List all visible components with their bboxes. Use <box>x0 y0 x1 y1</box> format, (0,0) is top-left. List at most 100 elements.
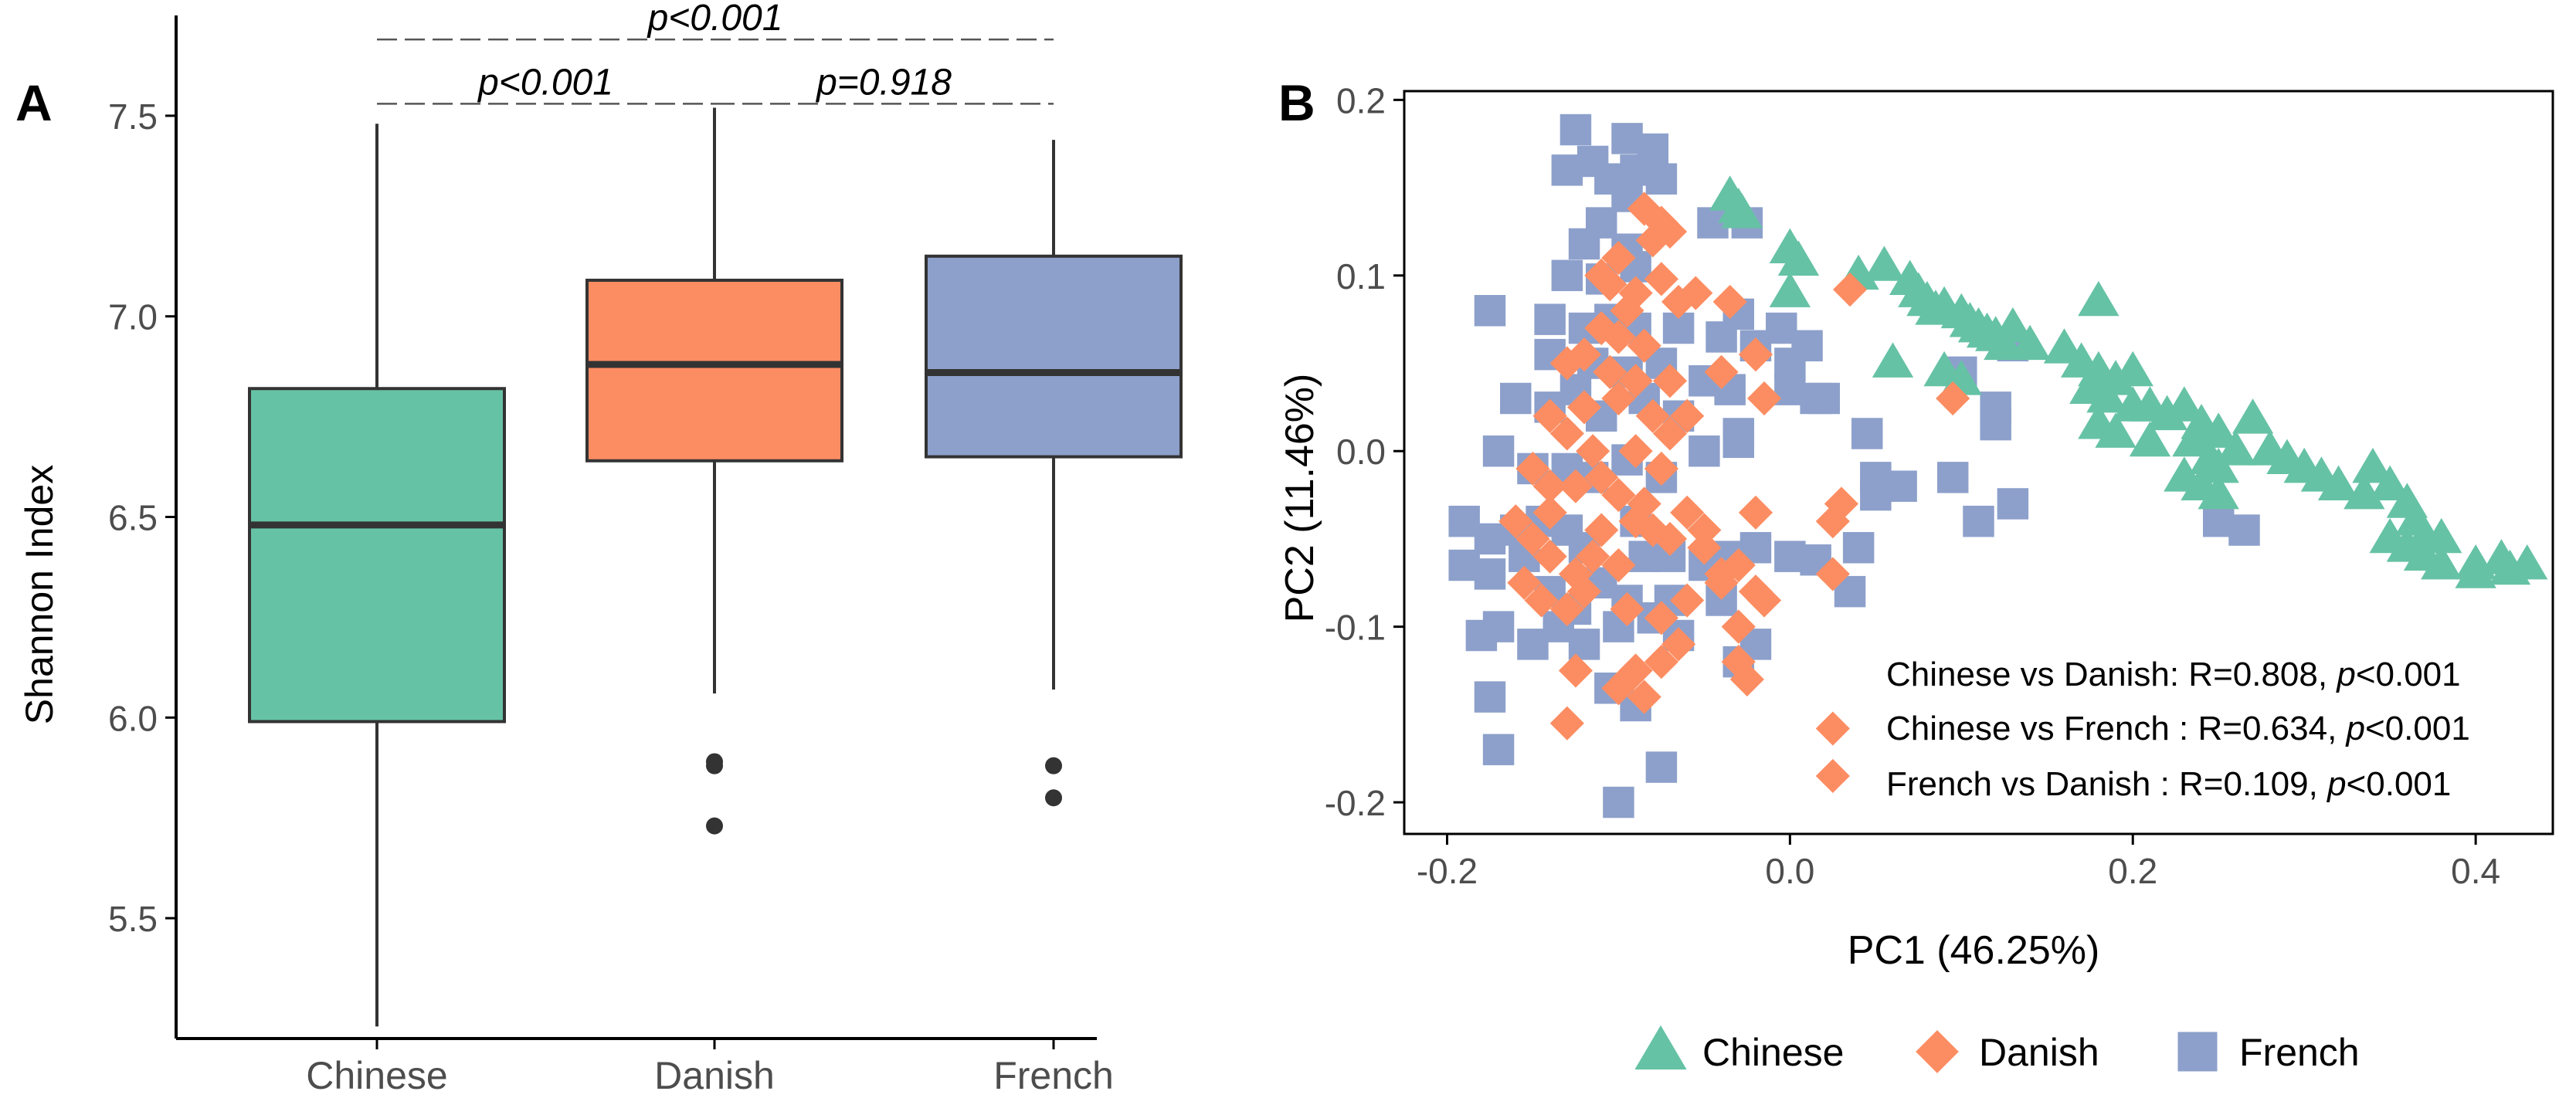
b-plot-frame <box>1403 90 2554 835</box>
a-y-tick-label: 5.5 <box>108 899 158 939</box>
point-chinese <box>2421 517 2462 554</box>
stat-annotation-p: p <box>2335 656 2355 693</box>
point-french <box>1500 382 1532 415</box>
box-danish-outlier <box>706 817 723 835</box>
point-french <box>1482 611 1515 642</box>
point-chinese <box>2086 377 2128 413</box>
point-chinese <box>2078 280 2120 317</box>
b-y-tick-label: -0.2 <box>1325 783 1386 823</box>
b-y-tick-label: -0.1 <box>1325 608 1386 648</box>
point-danish <box>1738 495 1773 530</box>
point-french <box>1482 734 1515 766</box>
point-danish <box>1738 574 1773 609</box>
point-danish <box>1618 434 1653 469</box>
stat-annotation-text: Chinese vs French : R=0.634, <box>1886 710 2347 747</box>
point-french <box>1474 681 1506 713</box>
point-danish <box>1746 583 1782 618</box>
stat-annotation-text: French vs Danish : R=0.109, <box>1886 765 2327 803</box>
b-y-tick-label: 0.2 <box>1336 80 1386 120</box>
point-chinese <box>2386 527 2428 562</box>
point-danish <box>1618 653 1653 688</box>
point-french <box>1568 228 1600 260</box>
point-danish <box>1644 645 1678 679</box>
point-danish <box>1815 758 1850 794</box>
point-danish <box>1618 504 1653 539</box>
b-x-axis-label: PC1 (46.25%) <box>1848 928 2100 973</box>
point-danish <box>1610 591 1644 626</box>
point-chinese <box>2198 447 2239 483</box>
legend-marker-chinese <box>1634 1025 1687 1070</box>
point-danish <box>1601 381 1636 416</box>
point-chinese <box>2198 412 2239 448</box>
point-danish <box>1627 679 1661 714</box>
point-danish <box>1652 364 1688 398</box>
comparison-label: p<0.001 <box>647 0 783 39</box>
stat-annotation: Chinese vs French : R=0.634, p<0.001 <box>1886 710 2470 747</box>
point-danish <box>1558 653 1593 688</box>
point-french <box>1560 114 1592 146</box>
legend-label-danish: Danish <box>1979 1031 2099 1074</box>
point-danish <box>1566 390 1602 425</box>
point-danish <box>1532 539 1567 574</box>
point-french <box>1688 435 1720 467</box>
legend-label-french: French <box>2239 1031 2360 1074</box>
point-chinese <box>1863 246 1906 281</box>
point-french <box>1774 347 1806 379</box>
point-french <box>1963 505 1994 537</box>
point-danish <box>1507 565 1542 600</box>
point-danish <box>1532 469 1567 503</box>
point-french <box>1551 259 1583 292</box>
stat-annotation: Chinese vs Danish: R=0.808, p<0.001 <box>1886 656 2461 693</box>
point-danish <box>1601 547 1636 583</box>
point-danish <box>1936 381 1970 416</box>
point-danish <box>1549 591 1584 626</box>
point-chinese <box>1769 272 1811 307</box>
point-danish <box>1738 337 1773 372</box>
point-chinese <box>2146 395 2188 431</box>
series-chinese <box>1709 175 2548 588</box>
point-french <box>1645 163 1678 195</box>
point-danish <box>1515 451 1550 486</box>
b-y-tick-label: 0.1 <box>1336 256 1386 297</box>
point-french <box>1568 629 1600 660</box>
point-french <box>1808 382 1840 415</box>
point-chinese <box>2421 544 2462 580</box>
stat-annotation-p: p <box>2326 765 2346 803</box>
point-danish <box>1576 434 1610 469</box>
point-danish <box>1549 416 1584 451</box>
box-french-iqr <box>925 254 1183 459</box>
point-danish <box>1610 293 1644 328</box>
point-danish <box>1670 583 1705 618</box>
point-danish <box>1652 416 1688 451</box>
point-danish <box>1704 565 1739 600</box>
point-danish <box>1704 354 1739 389</box>
point-danish <box>1644 262 1678 297</box>
point-chinese <box>2455 553 2496 588</box>
panel-b: B -0.2 0.0 0.2 0.4 -0.2 -0.1 0.0 0.1 0.2 Chinese… <box>1278 74 2554 1074</box>
comparison-label: p=0.918 <box>815 62 952 103</box>
stat-annotation-value: <0.001 <box>2356 656 2461 693</box>
a-x-tick-label-french: French <box>993 1054 1114 1097</box>
box-chinese-iqr <box>248 387 506 724</box>
point-chinese <box>1872 342 1914 378</box>
comparison-label: p<0.001 <box>477 62 613 103</box>
b-x-tick-label: 0.0 <box>1765 851 1814 891</box>
point-chinese <box>2480 539 2523 574</box>
point-french <box>1851 418 1883 449</box>
point-danish <box>1524 583 1559 618</box>
point-chinese <box>2172 421 2214 457</box>
point-danish <box>1601 320 1636 354</box>
point-french <box>1860 479 1892 511</box>
point-french <box>1842 532 1875 564</box>
point-danish <box>1721 609 1756 644</box>
point-danish <box>1584 460 1619 495</box>
panel-a: A p<0.001 p=0.918 p<0.001 5.5 6.0 6.5 7.0 7.5 C… <box>15 0 1183 1097</box>
point-chinese <box>1777 240 1820 276</box>
a-y-tick-label: 7.0 <box>108 297 158 337</box>
point-french <box>1997 488 2029 520</box>
stat-annotation: French vs Danish : R=0.109, p<0.001 <box>1886 765 2451 803</box>
point-danish <box>1670 495 1705 530</box>
point-danish <box>1644 451 1678 486</box>
point-french <box>1603 786 1634 818</box>
point-chinese <box>2506 544 2548 580</box>
